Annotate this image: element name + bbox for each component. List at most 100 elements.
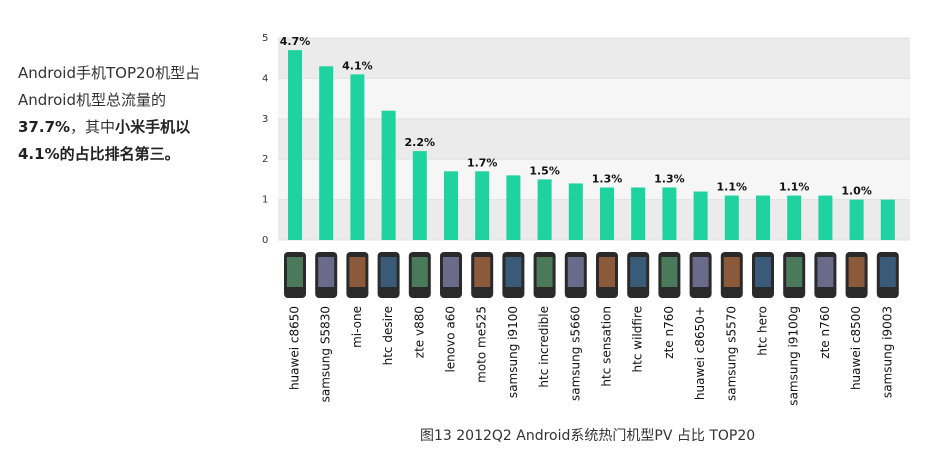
phone-icon — [377, 252, 400, 298]
x-tick-label: zte v880 — [412, 306, 426, 358]
bar — [568, 183, 583, 240]
phone-icon — [752, 252, 774, 298]
phone-screen — [505, 257, 522, 287]
y-tick-label: 0 — [262, 235, 268, 246]
phone-screen — [879, 257, 896, 287]
phone-screen — [692, 257, 709, 287]
phone-icon — [720, 252, 743, 298]
phone-icon — [315, 252, 338, 298]
value-label: 1.1% — [779, 181, 810, 194]
x-tick-label: zte n760 — [662, 306, 676, 359]
bar — [724, 195, 739, 240]
value-label: 2.2% — [405, 136, 436, 149]
phone-screen — [723, 257, 740, 287]
phone-icon — [689, 252, 712, 298]
phone-screen — [287, 257, 303, 287]
bar — [381, 110, 396, 240]
phone-screen — [536, 257, 553, 287]
x-tick-label: mi-one — [350, 306, 364, 348]
y-tick-label: 4 — [262, 73, 268, 84]
bar — [662, 187, 677, 240]
y-tick-label: 5 — [262, 33, 268, 44]
bar — [319, 66, 334, 240]
phone-icon — [440, 252, 462, 298]
x-tick-label: htc incredible — [537, 306, 551, 388]
x-tick-label: huawei c8650 — [288, 306, 302, 390]
phone-icon — [533, 252, 556, 298]
phone-screen — [443, 257, 459, 287]
phone-icon — [814, 252, 837, 298]
value-label: 1.7% — [467, 156, 498, 169]
bar — [506, 175, 521, 240]
x-tick-label: samsung i9003 — [880, 306, 894, 398]
x-tick-label: zte n760 — [818, 306, 832, 359]
phone-screen — [630, 257, 647, 287]
x-tick-label: samsung i9100 — [506, 306, 520, 398]
phone-icon — [627, 252, 650, 298]
phone-screen — [411, 257, 428, 287]
bar — [818, 195, 833, 240]
phone-screen — [318, 257, 335, 287]
bar — [475, 171, 490, 240]
phone-screen — [567, 257, 584, 287]
phone-icon — [845, 252, 868, 298]
phone-icon — [408, 252, 431, 298]
phone-icon — [471, 252, 494, 298]
x-tick-label: huawei c8650+ — [693, 306, 707, 400]
phone-screen — [349, 257, 366, 287]
value-label: 1.1% — [717, 181, 748, 194]
phone-screen — [755, 257, 771, 287]
bar — [600, 187, 614, 240]
plot-stripe — [278, 118, 910, 160]
phone-icon — [502, 252, 525, 298]
y-tick-label: 1 — [262, 195, 268, 206]
summary-text: ，其中 — [70, 118, 116, 136]
summary-text: 小米手机以 — [115, 118, 191, 136]
value-label: 4.7% — [280, 35, 311, 48]
value-label: 1.0% — [841, 185, 872, 198]
bar — [693, 191, 708, 240]
x-tick-label: htc sensation — [600, 306, 614, 387]
summary-text: Android机型总流量的 — [18, 91, 166, 109]
phone-icon — [783, 252, 806, 298]
value-label: 1.5% — [529, 164, 560, 177]
x-tick-label: samsung i9100g — [787, 306, 801, 406]
phone-screen — [599, 257, 615, 287]
y-tick-label: 3 — [262, 114, 268, 125]
bar — [849, 199, 864, 240]
phone-screen — [786, 257, 803, 287]
x-tick-label: moto me525 — [475, 306, 489, 383]
bar — [537, 179, 552, 240]
bar — [444, 171, 458, 240]
phone-screen — [848, 257, 865, 287]
summary-text: 37.7% — [18, 118, 71, 136]
x-tick-label: lenovo a60 — [444, 306, 458, 373]
phone-icon — [658, 252, 681, 298]
bar — [787, 195, 802, 240]
value-label: 1.3% — [592, 172, 623, 185]
x-tick-label: huawei c8500 — [849, 306, 863, 390]
bar — [288, 50, 302, 241]
summary-text: 4.1%的占比排名第三。 — [18, 145, 180, 163]
x-tick-label: samsung s5570 — [724, 306, 738, 401]
chart-caption: 图13 2012Q2 Android系统热门机型PV 占比 TOP20 — [420, 428, 755, 444]
x-tick-label: htc desire — [381, 306, 395, 365]
bar — [631, 187, 646, 240]
phone-icon — [284, 252, 306, 298]
value-label: 1.3% — [654, 172, 685, 185]
y-tick-label: 2 — [262, 154, 268, 165]
summary: Android手机TOP20机型占 Android机型总流量的 37.7%，其中小米… — [18, 60, 248, 168]
bar — [880, 199, 895, 240]
phone-screen — [474, 257, 491, 287]
phone-icon — [596, 252, 618, 298]
value-label: 4.1% — [342, 59, 373, 72]
x-tick-label: samsung S5830 — [319, 306, 333, 402]
phone-screen — [817, 257, 834, 287]
bar — [350, 74, 365, 240]
summary-text: Android手机TOP20机型占 — [18, 64, 201, 82]
x-tick-label: htc hero — [756, 306, 770, 356]
bar — [412, 151, 427, 240]
phone-screen — [380, 257, 397, 287]
